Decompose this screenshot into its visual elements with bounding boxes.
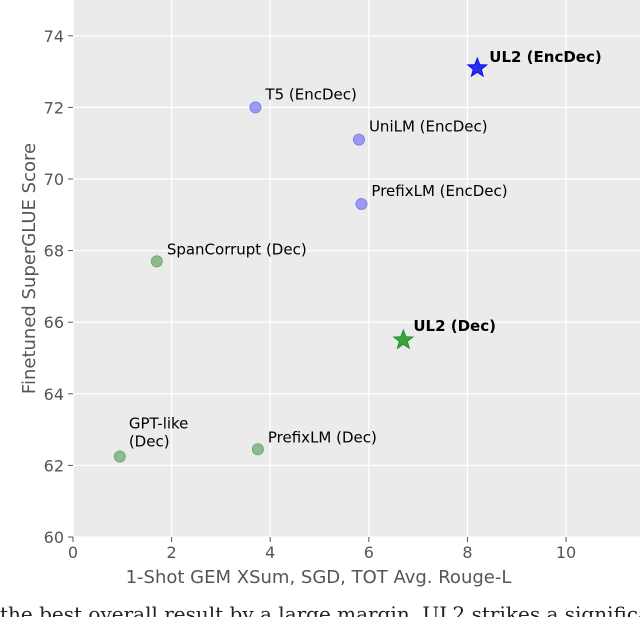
y-tick-label-66: 66 (44, 313, 64, 332)
point-t5-encdec-marker (249, 101, 262, 114)
point-prefixlm-dec-label: PrefixLM (Dec) (268, 428, 377, 446)
plot-background (73, 0, 640, 537)
x-tick-label-8: 8 (462, 543, 472, 562)
point-t5-encdec-label: T5 (EncDec) (264, 85, 356, 103)
point-gpt-like-dec-marker (113, 450, 126, 463)
point-ul2-encdec-marker (466, 56, 489, 78)
figure-caption: the best overall result by a large margi… (0, 604, 640, 617)
x-axis-label: 1-Shot GEM XSum, SGD, TOT Avg. Rouge-L (126, 567, 512, 588)
y-tick-label-72: 72 (44, 98, 64, 117)
x-tick-label-4: 4 (265, 543, 275, 562)
x-tick-label-10: 10 (556, 543, 576, 562)
y-tick-label-70: 70 (44, 170, 64, 189)
point-ul2-encdec-label: UL2 (EncDec) (489, 48, 601, 66)
point-gpt-like-dec-label-line-2: (Dec) (129, 432, 170, 450)
point-prefixlm-encdec-marker (355, 198, 368, 211)
point-ul2-dec-label: UL2 (Dec) (413, 317, 496, 335)
point-unilm-encdec-label: UniLM (EncDec) (369, 118, 488, 136)
y-axis-label: Finetuned SuperGLUE Score (19, 143, 40, 394)
point-ul2-dec-marker (392, 328, 415, 350)
point-prefixlm-encdec-label: PrefixLM (EncDec) (371, 182, 507, 200)
point-prefixlm-dec-marker (251, 443, 264, 456)
y-tick-label-64: 64 (44, 385, 64, 404)
point-spancorrupt-dec-label: SpanCorrupt (Dec) (167, 240, 307, 258)
x-tick-label-2: 2 (167, 543, 177, 562)
point-gpt-like-dec-label-line-1: GPT-like (129, 414, 189, 432)
x-tick-label-0: 0 (68, 543, 78, 562)
y-tick-label-74: 74 (44, 27, 64, 46)
x-tick-label-6: 6 (364, 543, 374, 562)
point-unilm-encdec-marker (352, 133, 365, 146)
y-tick-label-60: 60 (44, 528, 64, 547)
point-spancorrupt-dec-marker (150, 255, 163, 268)
y-tick-label-62: 62 (44, 456, 64, 475)
y-tick-label-68: 68 (44, 242, 64, 261)
